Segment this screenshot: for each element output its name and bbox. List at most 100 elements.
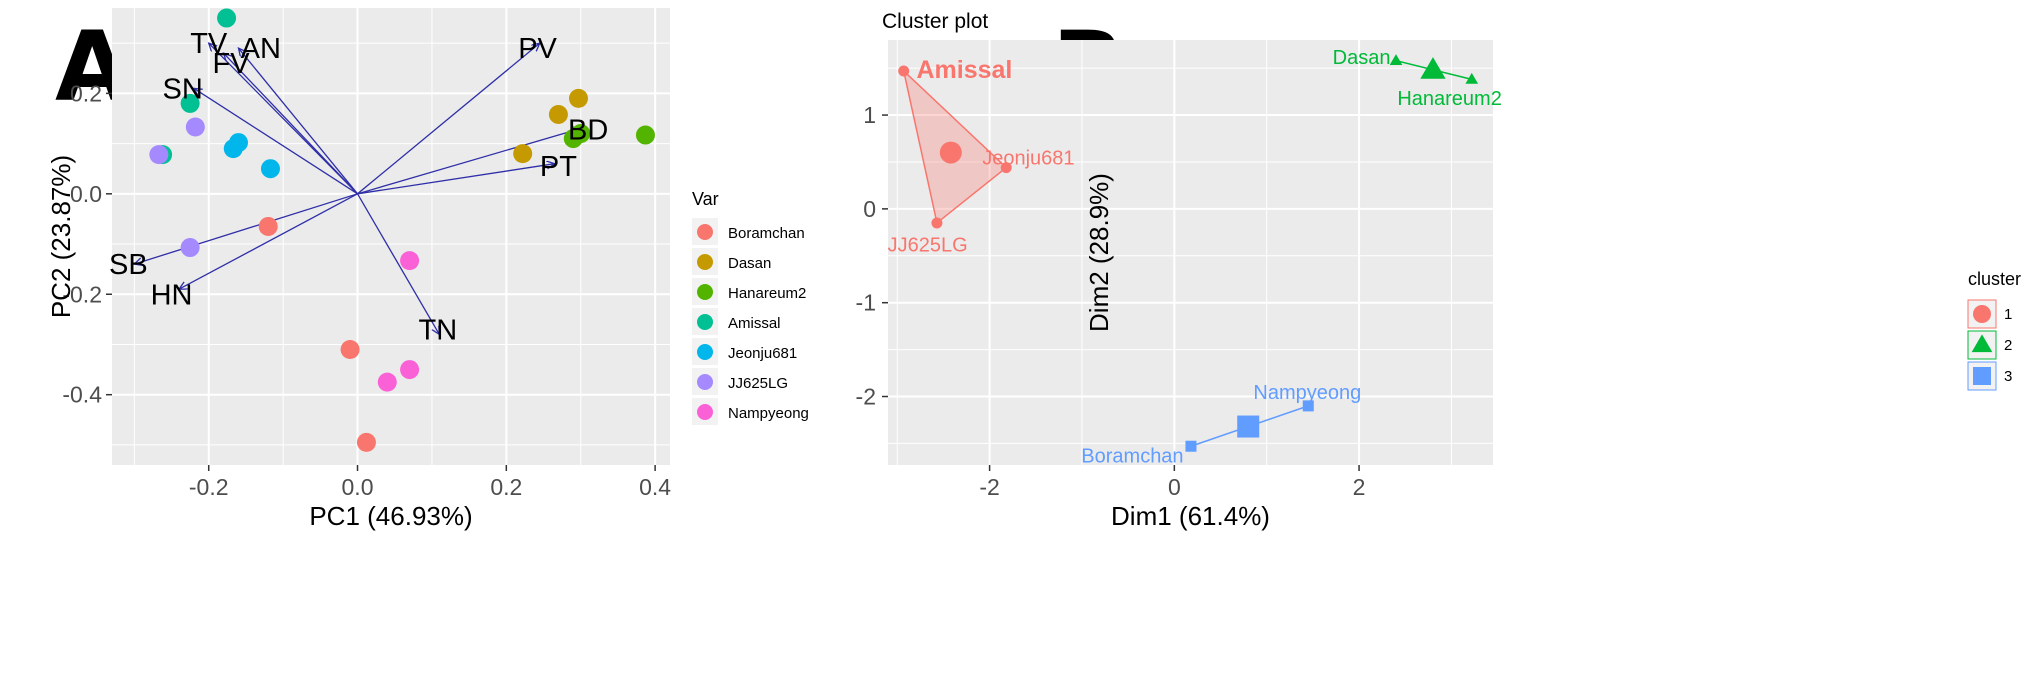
loading-label-an: AN: [241, 33, 281, 65]
pca-legend-swatch: [697, 404, 713, 420]
cluster-point-dasan: [1389, 54, 1403, 66]
loading-label-tn: TN: [419, 314, 458, 346]
pca-loading-arrows: [134, 43, 580, 334]
pca-point-hanareum2: [571, 124, 591, 144]
cluster-x-tick-label: 2: [1353, 474, 1366, 500]
pca-x-tick-label: 0.4: [639, 474, 671, 500]
cluster-legend: cluster 1 2 3: [1967, 269, 2021, 391]
pca-legend: Var Boramchan Dasan Hanareum2 Amissal Jeonju…: [692, 189, 809, 425]
loading-label-fv: FV: [213, 48, 251, 80]
cluster-label-amissal: Amissal: [916, 56, 1012, 84]
loading-label-sb: SB: [109, 249, 148, 281]
cluster-legend-swatch: [1973, 305, 1991, 323]
cluster-label-nampyeong: Nampyeong: [1253, 382, 1361, 404]
pca-legend-swatch: [697, 254, 713, 270]
pca-point-dasan: [568, 88, 588, 108]
loading-arrow-fv: [224, 53, 358, 195]
pca-x-tick-label: 0.0: [342, 474, 374, 500]
pca-point-boramchan: [356, 432, 376, 452]
pca-legend-swatch: [697, 314, 713, 330]
loading-arrow-hn: [179, 193, 358, 289]
cluster-legend-swatch: [1971, 334, 1993, 353]
pca-point-jj625lg: [185, 117, 205, 137]
loading-arrow-an: [238, 48, 359, 195]
pca-legend-swatch: [697, 224, 713, 240]
cluster-legend-label: 2: [2004, 337, 2012, 354]
cluster-x-tick-labels: -2 0 2: [979, 465, 1365, 500]
pca-y-axis-title: PC2 (23.87%): [46, 155, 76, 318]
pca-x-tick-label: 0.2: [490, 474, 522, 500]
loading-label-bd: BD: [568, 115, 608, 147]
cluster-point-jj625lg: [931, 217, 943, 229]
pca-legend-label: JJ625LG: [728, 375, 788, 392]
pca-point-boramchan: [340, 339, 360, 359]
pca-x-axis-title: PC1 (46.93%): [309, 501, 472, 531]
loading-arrow-sn: [194, 88, 358, 195]
cluster-point-boramchan: [1185, 440, 1197, 452]
cluster-legend-title: cluster: [1968, 269, 2021, 289]
loading-arrow-tn: [356, 193, 440, 335]
pca-points: [149, 8, 655, 452]
pca-legend-swatch: [697, 374, 713, 390]
pca-point-jj625lg: [180, 238, 200, 258]
cluster-legend-label: 1: [2004, 306, 2012, 323]
cluster-x-tick-label: -2: [979, 474, 999, 500]
pca-x-tick-labels: -0.2 0.0 0.2 0.4: [189, 465, 671, 500]
cluster-y-tick-labels: -2 -1 0 1: [856, 102, 888, 410]
cluster-point-amissal: [898, 65, 910, 77]
cluster-label-hanareum2: Hanareum2: [1397, 88, 1502, 110]
cluster-y-tick-label: 1: [863, 102, 876, 128]
pca-point-amissal: [217, 8, 237, 28]
cluster-point-nampyeong: [1302, 400, 1314, 412]
loading-arrow-pt: [357, 164, 555, 195]
cluster-point-hanareum2: [1465, 72, 1479, 84]
pca-legend-swatch: [697, 284, 713, 300]
cluster-y-axis-title: Dim2 (28.9%): [1084, 173, 1114, 332]
pca-point-dasan: [548, 104, 568, 124]
cluster-gridlines: [888, 40, 1493, 465]
cluster-y-tick-label: -2: [856, 384, 876, 410]
cluster-points: [898, 54, 1479, 452]
loading-label-sn: SN: [163, 73, 203, 105]
pca-legend-label: Boramchan: [728, 225, 805, 242]
pca-point-jeonju681: [260, 159, 280, 179]
pca-legend-label: Nampyeong: [728, 405, 809, 422]
pca-y-tick-label: -0.4: [62, 382, 102, 408]
pca-legend-label: Amissal: [728, 315, 781, 332]
cluster-point-labels: Amissal Jeonju681 JJ625LG Dasan Hanareum2 Nam…: [888, 47, 1502, 468]
loading-label-pt: PT: [540, 151, 577, 183]
loading-label-hn: HN: [151, 279, 193, 311]
pca-x-tick-label: -0.2: [189, 474, 229, 500]
cluster-legend-key: [1967, 330, 1997, 360]
cluster-label-jj625lg: JJ625LG: [888, 235, 968, 257]
cluster-legend-label: 3: [2004, 368, 2012, 385]
cluster-label-boramchan: Boramchan: [1081, 446, 1183, 468]
pca-point-boramchan: [258, 216, 278, 236]
loading-arrow-pv: [357, 43, 540, 195]
cluster-x-axis-title: Dim1 (61.4%): [1111, 501, 1270, 531]
pca-point-nampyeong: [400, 360, 420, 380]
cluster-plot-title: Cluster plot: [882, 10, 988, 33]
pca-legend-label: Dasan: [728, 255, 771, 272]
cluster-point-jeonju681: [1000, 162, 1012, 174]
pca-y-tick-label: 0.0: [70, 181, 102, 207]
loading-arrow-bd: [357, 129, 581, 195]
pca-point-nampyeong: [377, 372, 397, 392]
pca-legend-label: Hanareum2: [728, 285, 806, 302]
pca-point-jj625lg: [149, 145, 169, 165]
cluster-y-tick-label: 0: [863, 196, 876, 222]
cluster-y-tick-label: -1: [856, 290, 876, 316]
cluster-center-1: [939, 141, 962, 164]
cluster-label-dasan: Dasan: [1333, 47, 1391, 69]
cluster-center-2: [1420, 57, 1446, 79]
cluster-label-jeonju681: Jeonju681: [982, 147, 1074, 169]
pca-point-nampyeong: [400, 251, 420, 271]
pca-y-tick-labels: -0.4 -0.2 0.0 0.2: [62, 80, 112, 408]
pca-point-hanareum2: [635, 125, 655, 145]
pca-point-dasan: [513, 144, 533, 164]
cluster-x-tick-label: 0: [1168, 474, 1181, 500]
pca-legend-title: Var: [692, 189, 719, 209]
loading-label-tv: TV: [190, 28, 228, 60]
